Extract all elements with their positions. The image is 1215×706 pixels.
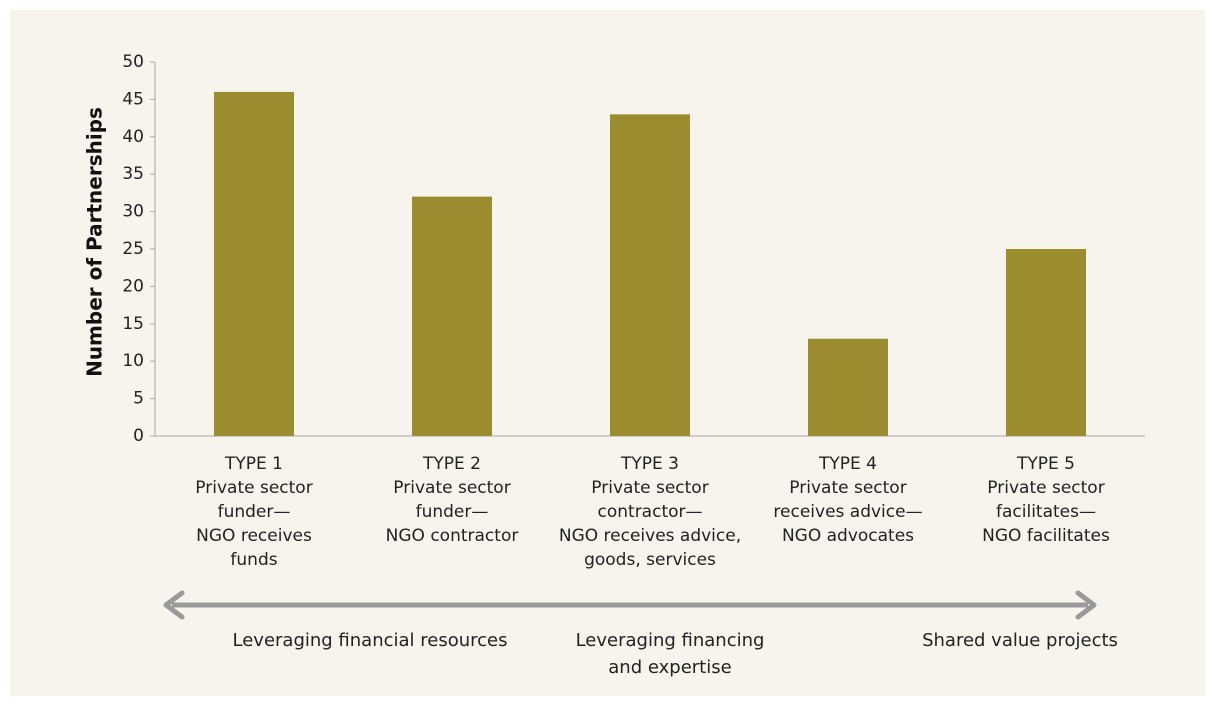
x-tick-label: TYPE 2 [422, 454, 481, 474]
y-tick-label: 5 [133, 389, 144, 409]
x-tick-label: receives advice— [773, 502, 922, 522]
x-tick-label: TYPE 1 [224, 454, 283, 474]
x-tick-label: Private sector [789, 478, 906, 498]
y-tick-label: 10 [122, 351, 144, 371]
y-tick-label: 30 [122, 202, 144, 222]
x-tick-label: funder— [218, 502, 291, 522]
bar [808, 338, 888, 436]
x-tick-label: Private sector [591, 478, 708, 498]
x-tick-label: TYPE 3 [620, 454, 679, 474]
range-arrow [163, 590, 1097, 620]
background [10, 10, 1205, 696]
y-tick-label: 25 [122, 239, 144, 259]
x-tick-label: NGO receives advice, [559, 526, 741, 546]
x-tick-label: Private sector [987, 478, 1104, 498]
annotation: Shared value projects [922, 630, 1118, 651]
annotation: and expertise [608, 657, 731, 678]
bar [610, 114, 690, 437]
y-tick-label: 0 [133, 426, 144, 446]
annotation: Leveraging financial resources [233, 630, 508, 651]
x-tick-label: NGO receives [196, 526, 312, 546]
x-tick-label: contractor— [598, 502, 703, 522]
bar [1006, 249, 1086, 436]
x-tick-label: funds [230, 550, 277, 570]
y-tick-label: 50 [122, 52, 144, 72]
y-tick-label: 35 [122, 164, 144, 184]
y-tick-label: 15 [122, 314, 144, 334]
y-tick-label: 45 [122, 89, 144, 109]
x-tick-label: NGO advocates [782, 526, 914, 546]
x-tick-label: funder— [416, 502, 489, 522]
x-tick-label: TYPE 5 [1016, 454, 1075, 474]
x-tick-label: NGO contractor [386, 526, 519, 546]
x-tick-label: facilitates— [996, 502, 1096, 522]
x-tick-label: goods, services [584, 550, 716, 570]
annotation: Leveraging financing [576, 630, 765, 651]
x-tick-label: TYPE 4 [818, 454, 877, 474]
x-tick-label: NGO facilitates [982, 526, 1110, 546]
y-tick-label: 40 [122, 127, 144, 147]
bar [412, 196, 492, 436]
y-axis-label: Number of Partnerships [83, 107, 107, 377]
y-tick-label: 20 [122, 276, 144, 296]
bar [214, 91, 294, 437]
x-tick-label: Private sector [195, 478, 312, 498]
x-tick-label: Private sector [393, 478, 510, 498]
